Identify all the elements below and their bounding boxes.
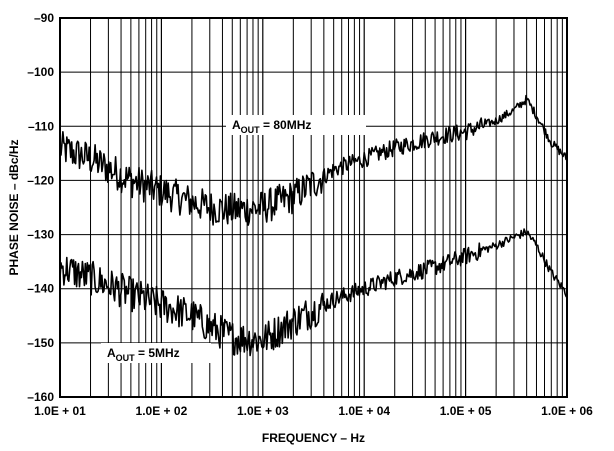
series-label-1: AOUT = 80MHz bbox=[232, 118, 311, 135]
y-tick-label: –140 bbox=[27, 282, 54, 296]
annotations: AOUT = 80MHz AOUT = 5MHz bbox=[101, 115, 366, 363]
y-tick-label: –160 bbox=[27, 390, 54, 404]
x-tick-label: 1.0E + 04 bbox=[338, 404, 390, 418]
grid bbox=[59, 17, 567, 398]
x-tick-label: 1.0E + 03 bbox=[237, 404, 289, 418]
x-tick-label: 1.0E + 05 bbox=[440, 404, 492, 418]
plot-frame bbox=[59, 17, 568, 398]
series-label-bg bbox=[226, 115, 366, 135]
y-tick-label: –120 bbox=[27, 173, 54, 187]
y-tick-label: –150 bbox=[27, 336, 54, 350]
y-axis-title: PHASE NOISE – dBc/Hz bbox=[7, 139, 21, 275]
y-tick-label: –130 bbox=[27, 228, 54, 242]
x-axis-title: FREQUENCY – Hz bbox=[262, 431, 365, 445]
x-tick-label: 1.0E + 02 bbox=[136, 404, 188, 418]
x-tick-label: 1.0E + 06 bbox=[541, 404, 593, 418]
series-line-2 bbox=[59, 228, 568, 357]
x-tick-label: 1.0E + 01 bbox=[34, 404, 86, 418]
x-tick-labels: 1.0E + 01 1.0E + 02 1.0E + 03 1.0E + 04 1.0E… bbox=[34, 404, 593, 418]
series-line-1 bbox=[59, 94, 568, 226]
y-tick-label: –110 bbox=[28, 119, 54, 133]
y-tick-labels: –160 –150 –140 –130 –120 –110 –100 –90 bbox=[27, 11, 54, 404]
y-tick-label: –100 bbox=[27, 65, 54, 79]
series-group bbox=[59, 94, 568, 357]
y-tick-label: –90 bbox=[34, 11, 54, 25]
series-label-bg bbox=[101, 343, 211, 363]
series-label-2: AOUT = 5MHz bbox=[107, 346, 180, 363]
